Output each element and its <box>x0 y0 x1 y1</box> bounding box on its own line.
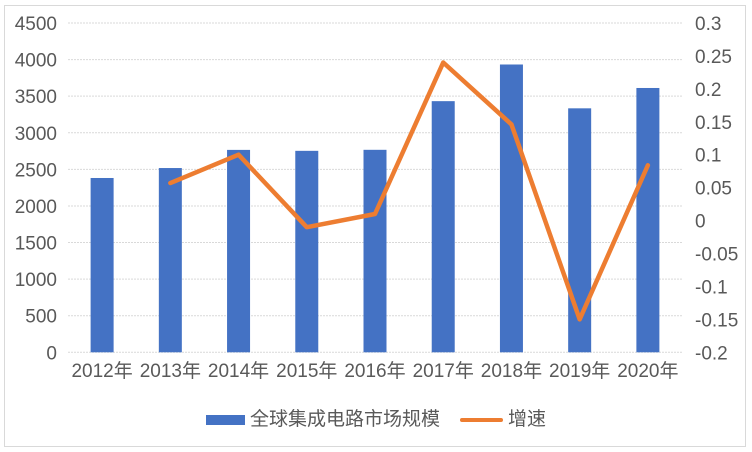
bar-2012年 <box>90 177 114 353</box>
bar-2019年 <box>568 108 592 353</box>
left-axis-tick-label: 1000 <box>15 270 57 291</box>
left-axis-tick-label: 2500 <box>15 160 57 181</box>
x-axis-category-label: 2019年 <box>549 360 610 382</box>
right-axis-tick-label: -0.1 <box>695 277 728 298</box>
left-axis-tick-label: 4000 <box>15 51 57 72</box>
x-axis-category-label: 2017年 <box>413 360 474 382</box>
right-axis-tick-label: 0.1 <box>695 146 721 167</box>
bar-2020年 <box>636 87 660 353</box>
x-axis-category-label: 2016年 <box>344 360 405 382</box>
legend-item-market-size: 全球集成电路市场规模 <box>205 407 440 433</box>
x-axis-category-label: 2012年 <box>71 360 132 382</box>
bar-2015年 <box>295 150 319 353</box>
left-axis-tick-label: 3000 <box>15 124 57 145</box>
right-axis-tick-label: 0.15 <box>695 113 732 134</box>
right-axis-tick-label: 0 <box>695 212 706 233</box>
right-axis-tick-label: 0.25 <box>695 47 732 68</box>
x-axis-category-label: 2018年 <box>481 360 542 382</box>
x-axis-category-label: 2015年 <box>276 360 337 382</box>
left-axis-tick-label: 4500 <box>15 14 57 35</box>
legend-bar-swatch <box>205 415 245 425</box>
bar-2014年 <box>227 149 251 353</box>
right-axis-tick-label: 0.05 <box>695 179 732 200</box>
right-axis-tick-label: 0.2 <box>695 80 721 101</box>
legend-item-growth-rate: 增速 <box>460 407 546 433</box>
x-axis-category-label: 2013年 <box>140 360 201 382</box>
growth-rate-line <box>168 60 651 322</box>
legend-line-label: 增速 <box>508 409 547 430</box>
left-axis-tick-label: 500 <box>25 307 57 328</box>
legend-bar-label: 全球集成电路市场规模 <box>249 409 440 430</box>
left-axis-tick-label: 2000 <box>15 197 57 218</box>
right-axis-tick-label: -0.2 <box>695 343 728 364</box>
legend-line-swatch <box>460 417 503 423</box>
bar-2013年 <box>158 168 182 353</box>
left-axis-tick-label: 0 <box>46 343 57 364</box>
bar-2017年 <box>431 101 455 353</box>
right-axis-tick-label: -0.15 <box>695 310 738 331</box>
x-axis-category-label: 2020年 <box>617 360 678 382</box>
left-axis-tick-label: 1500 <box>15 234 57 255</box>
left-axis-tick-label: 3500 <box>15 87 57 108</box>
right-axis-tick-label: 0.3 <box>695 14 721 35</box>
bar-2018年 <box>499 64 523 353</box>
legend: 全球集成电路市场规模 增速 <box>0 407 752 433</box>
x-axis-category-label: 2014年 <box>208 360 269 382</box>
right-axis-tick-label: -0.05 <box>695 245 738 266</box>
bar-2016年 <box>363 149 387 353</box>
